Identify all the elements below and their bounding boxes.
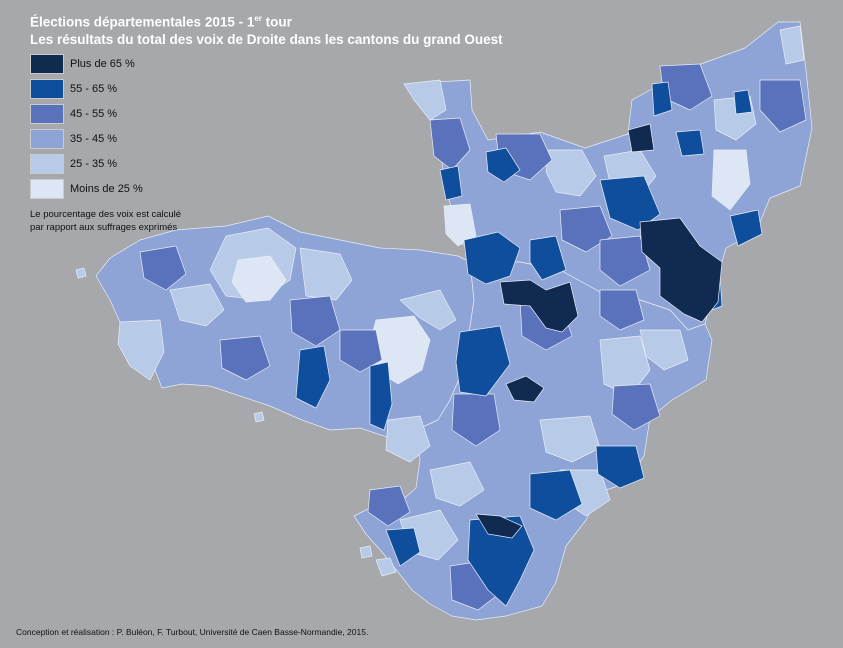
canton-region <box>759 79 807 133</box>
canton-region <box>711 149 751 211</box>
legend-item: Plus de 65 % <box>30 52 143 75</box>
legend-label: 55 - 65 % <box>70 82 118 95</box>
legend-label: 35 - 45 % <box>70 133 118 146</box>
canton-region <box>439 165 463 201</box>
note-line-1: Le pourcentage des voix est calculé <box>30 209 182 220</box>
legend-swatch <box>30 154 64 175</box>
legend-item: 25 - 35 % <box>30 153 143 176</box>
canton-region <box>529 235 567 281</box>
canton-region <box>367 485 411 527</box>
title-line-2: Les résultats du total des voix de Droit… <box>30 31 503 47</box>
legend-label: 25 - 35 % <box>70 158 118 171</box>
canton-region <box>295 345 331 409</box>
legend-swatch <box>30 53 64 74</box>
canton-region <box>505 375 545 403</box>
canton-region <box>729 209 763 247</box>
legend-swatch <box>30 179 64 200</box>
canton-region <box>627 123 655 153</box>
canton-region <box>595 445 645 489</box>
canton-region <box>219 335 271 381</box>
canton-region <box>499 279 579 333</box>
canton-region <box>253 411 265 423</box>
canton-region <box>611 383 661 431</box>
canton-region <box>455 325 511 397</box>
map-title: Élections départementales 2015 - 1er tou… <box>30 10 503 48</box>
canton-region <box>385 527 421 567</box>
canton-region <box>429 117 471 171</box>
canton-region <box>75 267 87 279</box>
canton-region <box>599 289 645 331</box>
canton-region <box>385 415 431 463</box>
canton-region <box>289 295 341 347</box>
canton-region <box>299 247 353 301</box>
legend-label: 45 - 55 % <box>70 107 118 120</box>
canton-region <box>545 149 597 197</box>
canton-region <box>485 147 521 183</box>
legend-swatch <box>30 78 64 99</box>
canton-region <box>733 89 753 115</box>
canton-region <box>369 361 393 431</box>
canton-region <box>639 217 723 323</box>
note-line-2: par rapport aux suffrages exprimés <box>30 222 178 233</box>
legend-swatch <box>30 129 64 150</box>
legend-swatch <box>30 103 64 124</box>
legend-note: Le pourcentage des voix est calculé par … <box>30 208 181 234</box>
legend-item: 35 - 45 % <box>30 128 143 151</box>
canton-region <box>529 469 583 521</box>
canton-region <box>599 235 651 287</box>
canton-region <box>375 557 397 577</box>
canton-region <box>651 81 673 117</box>
legend-label: Moins de 25 % <box>70 183 143 196</box>
canton-region <box>359 545 373 559</box>
canton-region <box>599 335 651 397</box>
canton-region <box>639 329 689 371</box>
legend-item: 55 - 65 % <box>30 77 143 100</box>
credit-line: Conception et réalisation : P. Buléon, F… <box>16 627 369 637</box>
canton-region <box>539 415 601 463</box>
canton-region <box>231 255 287 303</box>
canton-region <box>139 245 187 291</box>
canton-region <box>779 25 805 65</box>
canton-region <box>463 231 521 285</box>
canton-region <box>675 129 705 157</box>
canton-region <box>117 319 165 381</box>
legend-item: Moins de 25 % <box>30 178 143 201</box>
legend: Plus de 65 % 55 - 65 % 45 - 55 % 35 - 45… <box>30 52 143 203</box>
canton-region <box>559 205 613 253</box>
canton-region <box>403 79 447 121</box>
canton-region <box>429 461 485 507</box>
title-line-1: Élections départementales 2015 - 1er tou… <box>30 14 292 30</box>
legend-label: Plus de 65 % <box>70 57 135 70</box>
legend-item: 45 - 55 % <box>30 102 143 125</box>
canton-region <box>475 513 523 539</box>
canton-region <box>399 289 457 331</box>
canton-region <box>467 515 535 607</box>
canton-region <box>169 283 225 327</box>
